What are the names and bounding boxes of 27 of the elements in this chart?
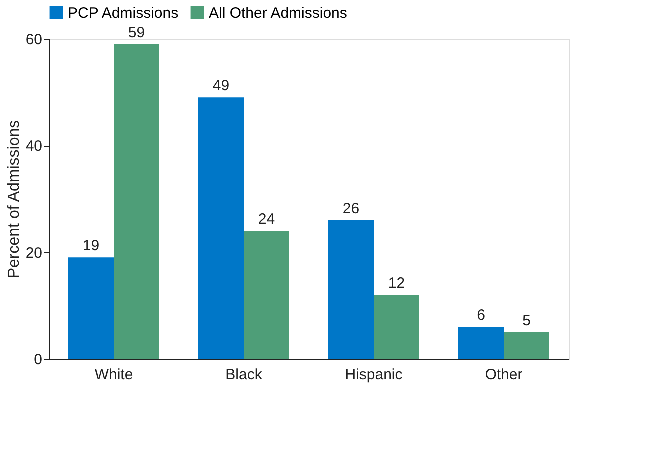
x-tick-label: Black [226, 366, 263, 384]
legend-label: PCP Admissions [68, 4, 179, 22]
data-label: 24 [258, 211, 276, 228]
y-tick-label: 60 [26, 32, 42, 48]
y-tick-label: 20 [26, 244, 42, 262]
data-label: 6 [477, 307, 486, 324]
x-tick-label: Hispanic [345, 366, 404, 384]
data-label: 59 [128, 24, 146, 42]
legend-label: All Other Admissions [209, 4, 348, 22]
data-label: 26 [342, 200, 360, 218]
bar [198, 98, 244, 359]
bar [458, 327, 504, 359]
bar [374, 295, 420, 359]
x-tick-label: White [94, 366, 134, 384]
y-tick-label: 40 [26, 138, 42, 156]
bar [114, 44, 160, 359]
bar [504, 332, 550, 359]
bar [328, 220, 374, 359]
y-axis-title: Percent of Admissions [6, 120, 23, 279]
y-tick-label: 0 [34, 352, 42, 368]
data-label: 12 [388, 275, 406, 292]
bar [68, 258, 114, 359]
x-tick-label: Other [485, 366, 523, 384]
data-label: 49 [212, 78, 230, 95]
data-label: 5 [522, 312, 531, 330]
bar [244, 231, 290, 359]
data-label: 19 [82, 238, 100, 255]
